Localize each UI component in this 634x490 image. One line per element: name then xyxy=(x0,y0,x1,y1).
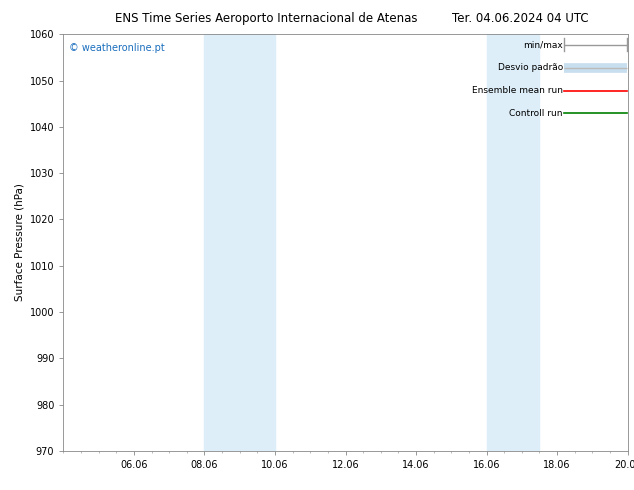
Text: © weatheronline.pt: © weatheronline.pt xyxy=(69,43,165,52)
Text: Ensemble mean run: Ensemble mean run xyxy=(472,86,563,95)
Y-axis label: Surface Pressure (hPa): Surface Pressure (hPa) xyxy=(14,184,24,301)
Bar xyxy=(204,34,275,451)
Bar xyxy=(487,34,540,451)
Text: Desvio padrão: Desvio padrão xyxy=(498,63,563,72)
Text: min/max: min/max xyxy=(523,40,563,49)
Text: Controll run: Controll run xyxy=(509,109,563,118)
Text: ENS Time Series Aeroporto Internacional de Atenas: ENS Time Series Aeroporto Internacional … xyxy=(115,12,418,25)
Text: Ter. 04.06.2024 04 UTC: Ter. 04.06.2024 04 UTC xyxy=(451,12,588,25)
